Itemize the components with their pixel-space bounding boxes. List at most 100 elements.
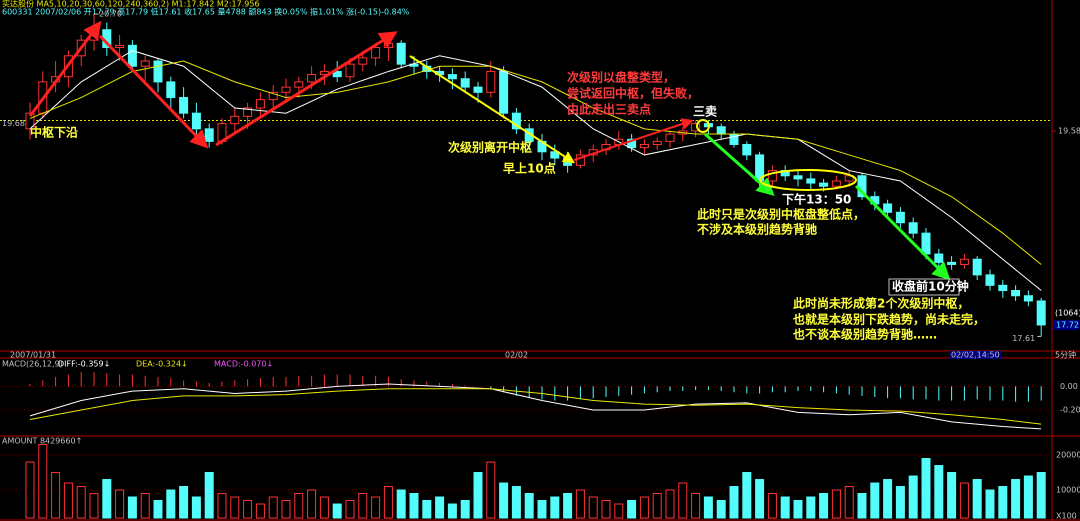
annotation: 三卖 (693, 104, 717, 119)
volume-bar (230, 496, 240, 519)
volume-bar (870, 482, 880, 519)
candle-body (243, 107, 253, 117)
candle-body (396, 42, 406, 65)
volume-bar (307, 489, 317, 519)
volume-bar (294, 493, 304, 519)
arrow (215, 31, 398, 147)
x-axis-label: 2007/01/31 (10, 351, 56, 360)
candle-body (883, 203, 893, 213)
volume-bar (447, 503, 457, 519)
candle-body (281, 86, 291, 93)
volume-bar (588, 496, 598, 519)
candle-body (895, 211, 905, 224)
x-axis-label: 02/02 (505, 351, 528, 360)
volume-bar (652, 493, 662, 519)
volume-bar (332, 503, 342, 519)
volume-bar (1011, 479, 1021, 519)
candle-body (1036, 300, 1046, 326)
volume-bar (844, 486, 854, 519)
volume-bar (422, 500, 432, 519)
volume-bar (537, 500, 547, 519)
volume-bar (691, 493, 701, 519)
candle-body (140, 60, 150, 67)
volume-bar (883, 479, 893, 519)
highlight-circle (696, 119, 710, 133)
volume-bar (959, 482, 969, 519)
line-series (29, 60, 1042, 265)
candle-body (934, 253, 944, 263)
legend-entry: MACD:-0.070↓ (214, 360, 273, 369)
candle-body (806, 178, 816, 184)
candle-body (959, 258, 969, 265)
arrow (573, 118, 694, 161)
candle-body (153, 60, 163, 83)
candle-body (998, 284, 1008, 292)
arrow (98, 34, 209, 149)
volume-bar (1036, 472, 1046, 519)
volume-bar (934, 465, 944, 519)
candle-body (639, 143, 649, 149)
volume-bar (51, 472, 61, 519)
arrow (854, 184, 951, 281)
volume-bar (1023, 475, 1033, 519)
legend-entry: DEA:-0.324↓ (136, 360, 188, 369)
volume-bar (985, 489, 995, 519)
annotation: 此时尚未形成第2个次级别中枢， (793, 296, 969, 311)
volume-bar (908, 475, 918, 519)
volume-bar (563, 493, 573, 519)
candle-body (115, 44, 125, 48)
last-volume-label: (1064) (1055, 308, 1080, 317)
candle-body (383, 42, 393, 48)
volume-bar (819, 493, 829, 519)
volume-bar (511, 486, 521, 519)
panel-title: MACD(26,12,9) (2, 360, 63, 369)
volume-bar (268, 496, 278, 519)
candle-body (819, 182, 829, 187)
volume-bar (972, 479, 982, 519)
volume-bar (89, 493, 99, 519)
volume-bar (371, 496, 381, 519)
y-tick-label: 0.00 (1060, 382, 1078, 391)
line-series (29, 383, 1042, 430)
volume-bar (806, 496, 816, 519)
candle-body (550, 151, 560, 159)
candle-body (332, 70, 342, 78)
candle-body (511, 112, 521, 130)
reference-label: 19.68 (2, 119, 25, 128)
candle-body (358, 57, 368, 65)
volume-bar (895, 486, 905, 519)
arrow (28, 20, 102, 117)
volume-bar (396, 489, 406, 519)
candle-body (179, 97, 189, 114)
candle-body (921, 232, 931, 255)
chart-title: 实达股份 MA5,10,20,30,60,120,240,360,2) M1:1… (2, 0, 260, 9)
annotation: 次级别以盘整类型， (567, 70, 675, 85)
volume-bar (435, 496, 445, 519)
volume-bar (63, 482, 73, 519)
annotation: 中枢下沿 (30, 125, 78, 140)
y-tick-label: -0.20 (1060, 406, 1080, 415)
volume-bar (473, 472, 483, 519)
arrow (409, 55, 576, 164)
line-series (29, 50, 1042, 291)
volume-bar (127, 496, 137, 519)
candle-body (307, 74, 317, 83)
volume-bar (678, 482, 688, 519)
annotation: 下午13：50 (782, 192, 851, 207)
volume-bar (115, 489, 125, 519)
volume-bar (486, 461, 496, 519)
plot: 19.68 19.58 20.70 17.61 17.72 (1064) 0.00 -0.20… (0, 10, 1080, 519)
volume-bar (255, 503, 265, 519)
candle-body (486, 70, 496, 93)
y-tick-label: 100000 (1056, 486, 1080, 495)
volume-bar (947, 472, 957, 519)
candle-body (627, 138, 637, 149)
candle-body (473, 86, 483, 93)
volume-bar (831, 489, 841, 519)
candle-body (1023, 295, 1033, 302)
volume-bar (703, 496, 713, 519)
candle-body (127, 44, 137, 67)
volume-bar (665, 489, 675, 519)
volume-bar (550, 496, 560, 519)
